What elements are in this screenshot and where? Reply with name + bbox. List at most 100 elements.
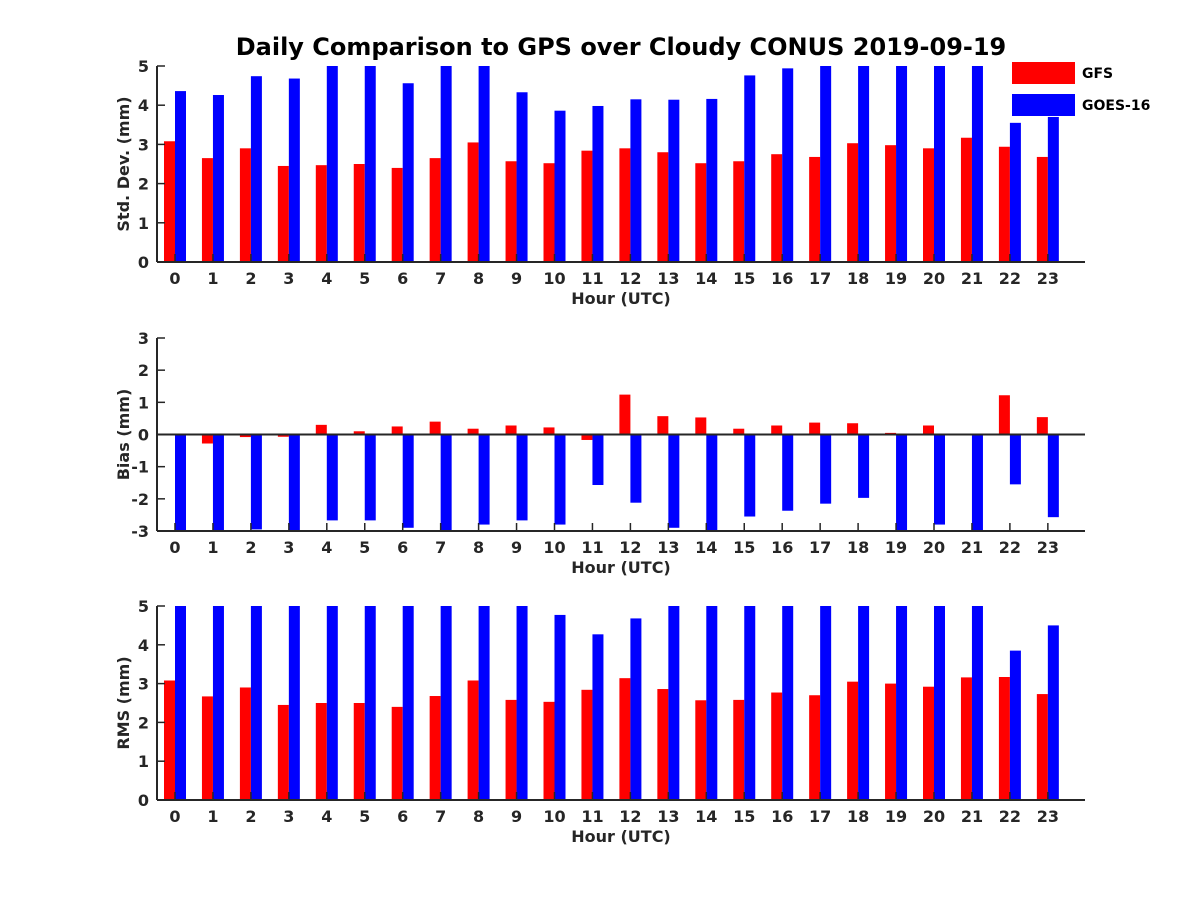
bar-gfs-11 [581,434,593,440]
x-tick-label: 13 [657,269,679,288]
bar-goes16-3 [288,78,300,262]
bar-goes16-21 [971,606,983,800]
y-tick-label: 2 [138,361,149,380]
bar-goes16-12 [630,99,642,262]
bar-goes16-9 [516,606,528,800]
bar-goes16-22 [1009,434,1021,485]
bar-goes16-21 [971,66,983,262]
bar-gfs-3 [277,165,289,262]
x-tick-label: 12 [619,269,641,288]
legend-label-gfs: GFS [1082,66,1113,82]
bar-goes16-22 [1009,122,1021,262]
bar-goes16-11 [592,105,604,262]
bar-goes16-14 [706,98,718,262]
bar-gfs-20 [923,425,934,435]
bar-gfs-12 [619,678,631,800]
x-tick-label: 16 [771,269,793,288]
y-tick-label: 1 [138,214,149,233]
bar-goes16-7 [440,606,452,800]
x-tick-label: 18 [847,269,869,288]
bar-goes16-1 [212,434,224,531]
series-gfs-panel-2 [164,677,1048,800]
x-tick-label: 17 [809,269,831,288]
bar-gfs-3 [277,434,289,437]
bar-goes16-0 [175,434,186,531]
bar-goes16-17 [820,66,832,262]
x-tick-label: 22 [999,269,1021,288]
bar-gfs-6 [391,167,403,262]
bar-gfs-1 [201,696,213,800]
x-tick-label: 16 [771,807,793,826]
bar-gfs-10 [543,427,555,435]
x-tick-label: 10 [543,538,565,557]
x-tick-label: 7 [435,269,446,288]
x-tick-label: 20 [923,538,945,557]
bar-goes16-3 [288,606,300,800]
bar-goes16-17 [820,606,832,800]
x-tick-label: 18 [847,807,869,826]
x-tick-label: 3 [283,538,294,557]
bar-gfs-8 [467,680,479,800]
x-tick-label: 15 [733,807,755,826]
x-tick-label: 13 [657,807,679,826]
bar-goes16-13 [668,434,680,528]
bar-goes16-4 [326,66,338,262]
bar-gfs-7 [429,158,441,262]
bar-gfs-4 [315,703,327,800]
y-tick-label: 4 [138,96,149,115]
x-tick-label: 22 [999,807,1021,826]
bar-gfs-22 [998,677,1010,800]
y-tick-label: 0 [138,426,149,445]
bar-goes16-5 [364,606,376,800]
bar-goes16-11 [592,434,604,486]
x-tick-label: 7 [435,538,446,557]
y-tick-label: 3 [138,675,149,694]
bar-gfs-23 [1036,417,1048,435]
bar-goes16-20 [934,434,945,525]
bar-gfs-12 [619,148,631,262]
bar-gfs-17 [809,422,821,435]
bar-gfs-23 [1036,694,1048,800]
bar-gfs-1 [201,434,213,444]
bar-gfs-8 [467,428,479,435]
chart-title: Daily Comparison to GPS over Cloudy CONU… [236,33,1007,61]
bar-gfs-15 [733,161,745,262]
bar-goes16-14 [706,434,718,531]
bar-gfs-2 [239,434,251,438]
bar-gfs-14 [695,417,707,435]
bar-goes16-16 [782,434,794,511]
x-tick-label: 5 [359,269,370,288]
bar-goes16-15 [744,75,756,263]
bar-goes16-3 [288,434,300,531]
bar-goes16-10 [554,434,566,525]
bar-gfs-0 [164,680,175,800]
bar-goes16-6 [402,83,414,262]
x-tick-label: 10 [543,807,565,826]
bar-goes16-20 [934,66,945,262]
bar-gfs-4 [315,165,327,262]
y-tick-label: 1 [138,393,149,412]
bar-goes16-7 [440,66,452,262]
bar-gfs-14 [695,700,707,800]
x-tick-label: 1 [207,538,218,557]
x-tick-label: 4 [321,269,332,288]
bar-gfs-16 [771,154,783,262]
x-tick-label: 21 [961,269,983,288]
legend-label-goes16: GOES-16 [1082,98,1150,114]
y-tick-label: 5 [138,597,149,616]
x-tick-label: 18 [847,538,869,557]
series-goes16-panel-2 [175,606,1059,800]
bar-goes16-5 [364,66,376,262]
x-tick-label: 4 [321,538,332,557]
legend-swatch-gfs [1012,62,1075,84]
x-tick-label: 17 [809,807,831,826]
y-tick-label: -2 [131,490,149,509]
bar-goes16-14 [706,606,718,800]
x-tick-label: 22 [999,538,1021,557]
x-tick-label: 5 [359,807,370,826]
bar-goes16-22 [1009,650,1021,800]
